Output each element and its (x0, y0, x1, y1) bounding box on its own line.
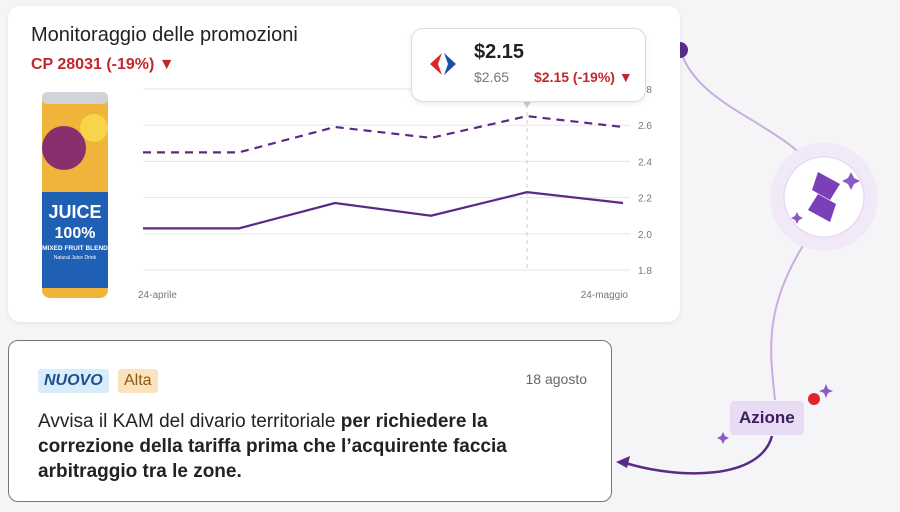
product-image: JUICE 100% MIXED FRUIT BLEND Natural Jui… (42, 92, 108, 298)
x-tick-label: 24-maggio (581, 290, 629, 301)
highlight-marker (522, 100, 532, 108)
arrow-head (616, 456, 630, 468)
sparkle (819, 384, 833, 398)
can-top (42, 92, 108, 104)
y-tick-label: 2.4 (638, 157, 652, 168)
label-band (42, 192, 108, 288)
series-line (143, 191, 624, 230)
connector (770, 217, 823, 401)
alert-date: 18 agosto (525, 371, 588, 387)
card-title: Monitoraggio delle promozioni (31, 24, 298, 46)
product-name: MIXED FRUIT BLEND (42, 245, 108, 252)
alert-text-normal: Avvisa il KAM del divario territoriale (38, 411, 336, 432)
tag: NUOVO (38, 369, 109, 393)
series-line (143, 115, 624, 154)
alert-card: NUOVO Alta 18 agosto Avvisa il KAM del d… (8, 340, 612, 502)
connector (621, 435, 774, 475)
fruit (80, 114, 108, 142)
notification-dot (808, 393, 820, 405)
y-tick-label: 2.6 (638, 121, 652, 132)
icon-circle (783, 156, 865, 238)
alert-text: Avvisa il KAM del divario territoriale p… (38, 409, 588, 484)
product-desc: Natural Juice Drink (54, 255, 97, 261)
action-badge[interactable]: Azione (730, 401, 804, 435)
tooltip-old: $2.65 (474, 69, 510, 85)
product-brand: JUICE (48, 202, 101, 222)
x-tick-label: 24-aprile (138, 290, 177, 301)
sparkle (842, 172, 860, 190)
y-tick-label: 2.2 (638, 194, 652, 205)
sparkle (791, 212, 803, 224)
retailer-logo (430, 53, 456, 75)
icon (808, 172, 840, 222)
card-subtitle: CP 28031 (-19%) ▼ (31, 56, 175, 73)
sparkle (717, 432, 729, 444)
product-strength: 100% (55, 225, 96, 242)
tag: Alta (118, 369, 158, 393)
y-tick-label: 2.0 (638, 230, 652, 241)
fruit (42, 126, 86, 170)
tooltip-price: $2.15 (474, 41, 525, 63)
tooltip: $2.15 $2.65 $2.15 (-19%) ▼ (411, 28, 646, 102)
y-tick-label: 1.8 (638, 266, 652, 277)
alert-text-bold: per richiedere la correzione della tarif… (38, 411, 507, 482)
tooltip-promo: $2.15 (-19%) ▼ (534, 69, 633, 85)
